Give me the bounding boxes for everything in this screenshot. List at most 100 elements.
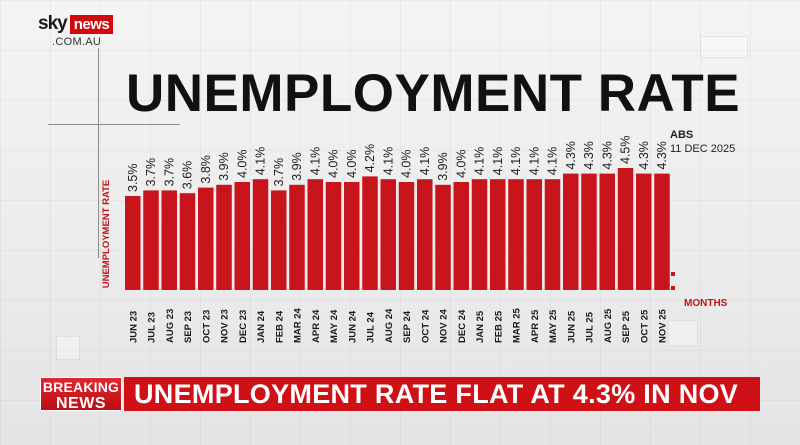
data-label: 4.1% — [418, 147, 432, 176]
bar-sep-25 — [617, 168, 634, 290]
logo-brand-accent: news — [69, 15, 114, 34]
bar-mar-25 — [508, 179, 524, 290]
bar-nov-25 — [654, 173, 670, 290]
bar-feb-25 — [490, 179, 506, 290]
x-tick-label: OCT 23 — [201, 310, 212, 343]
data-label: 4.1% — [509, 147, 523, 176]
bar-apr-25 — [526, 179, 542, 290]
x-tick-label: DEC 24 — [457, 309, 468, 343]
x-tick-label: FEB 24 — [274, 310, 285, 343]
x-tick-label: JUL 23 — [147, 312, 158, 343]
x-tick-label: NOV 23 — [220, 309, 231, 343]
data-label: 4.5% — [619, 136, 633, 165]
bar-dec-24 — [453, 182, 469, 290]
source-label: ABS — [670, 129, 694, 141]
breaking-news-badge: BREAKING NEWS — [40, 377, 122, 412]
data-label: 3.5% — [126, 164, 140, 193]
data-label: 4.1% — [491, 147, 505, 176]
bar-may-25 — [544, 179, 561, 290]
bar-sep-24 — [398, 182, 415, 290]
decorative-vertical-line — [98, 48, 99, 258]
data-label: 4.1% — [308, 147, 322, 176]
data-label: 4.0% — [400, 150, 414, 179]
x-tick-label: JUL 24 — [366, 311, 377, 343]
data-label: 4.0% — [235, 150, 249, 179]
x-tick-label: MAR 24 — [293, 307, 304, 343]
x-tick-label: AUG 24 — [384, 308, 395, 343]
x-tick-label: SEP 25 — [621, 310, 632, 343]
x-tick-label: MAR 25 — [512, 307, 523, 343]
data-label: 3.9% — [290, 152, 304, 181]
x-tick-label: MAY 25 — [548, 309, 559, 343]
x-tick-label: JUL 25 — [585, 311, 596, 343]
bar-aug-24 — [380, 179, 396, 290]
x-tick-label: SEP 24 — [402, 310, 413, 343]
x-tick-label: JAN 24 — [256, 310, 267, 343]
data-label: 4.0% — [345, 150, 359, 179]
data-label: 4.0% — [454, 150, 468, 179]
data-label: 4.2% — [363, 144, 377, 173]
bar-dec-23 — [234, 182, 250, 290]
bar-feb-24 — [271, 190, 287, 290]
x-tick-label: OCT 24 — [420, 309, 431, 343]
data-label: 4.3% — [600, 141, 614, 170]
x-tick-label: JUN 25 — [566, 310, 577, 343]
x-tick-label: SEP 23 — [183, 311, 194, 343]
data-label: 3.9% — [436, 152, 450, 181]
logo-domain: .COM.AU — [52, 36, 102, 48]
data-label: 4.3% — [582, 141, 596, 170]
bar-jan-25 — [471, 179, 488, 290]
axis-marker — [671, 272, 675, 276]
bar-may-24 — [325, 182, 342, 290]
x-tick-label: NOV 25 — [658, 308, 669, 343]
bar-jul-23 — [143, 190, 159, 290]
bar-jun-25 — [563, 173, 579, 290]
x-tick-label: AUG 25 — [603, 308, 614, 343]
bar-jul-24 — [362, 176, 378, 290]
x-tick-label: DEC 23 — [238, 310, 249, 343]
x-tick-label: NOV 24 — [439, 308, 450, 343]
data-label: 4.1% — [527, 147, 541, 176]
decorative-horizontal-line — [48, 124, 180, 125]
sky-news-logo: sky news .COM.AU — [38, 14, 114, 52]
x-tick-label: JUN 23 — [128, 311, 139, 343]
data-label: 3.7% — [144, 158, 158, 187]
data-label: 4.1% — [254, 147, 268, 176]
bar-jul-25 — [581, 173, 597, 290]
x-tick-label: FEB 25 — [493, 310, 504, 343]
bar-oct-24 — [417, 179, 433, 290]
data-label: 4.3% — [655, 141, 669, 170]
source-date: 11 DEC 2025 — [670, 143, 736, 155]
data-label: 4.3% — [637, 141, 651, 170]
bar-nov-23 — [216, 184, 232, 290]
bar-apr-24 — [307, 179, 323, 290]
chart-title: UNEMPLOYMENT RATE — [126, 64, 741, 123]
news-label: NEWS — [56, 395, 106, 412]
data-label: 3.8% — [199, 155, 213, 184]
data-label: 3.7% — [162, 158, 176, 187]
bar-jan-24 — [252, 179, 269, 290]
x-tick-label: JAN 25 — [475, 310, 486, 343]
y-axis-label: UNEMPLOYMENT RATE — [101, 179, 112, 289]
bar-nov-24 — [435, 184, 451, 290]
bar-jun-23 — [125, 196, 141, 290]
x-tick-label: OCT 25 — [639, 309, 650, 343]
bar-mar-24 — [289, 184, 305, 290]
data-label: 4.3% — [564, 141, 578, 170]
x-tick-label: APR 24 — [311, 309, 322, 343]
bar-oct-25 — [636, 173, 652, 290]
bar-sep-23 — [179, 193, 196, 290]
x-tick-label: JUN 24 — [347, 310, 358, 343]
data-label: 3.9% — [217, 152, 231, 181]
bar-aug-23 — [161, 190, 177, 290]
decorative-box — [56, 336, 80, 360]
data-label: 3.6% — [181, 161, 195, 190]
x-tick-label: APR 25 — [530, 309, 541, 343]
decorative-box — [668, 320, 698, 346]
x-tick-label: AUG 23 — [165, 309, 176, 343]
data-label: 4.1% — [473, 147, 487, 176]
data-label: 3.7% — [272, 158, 286, 187]
bar-jun-24 — [344, 182, 360, 290]
bar-aug-25 — [599, 173, 615, 290]
